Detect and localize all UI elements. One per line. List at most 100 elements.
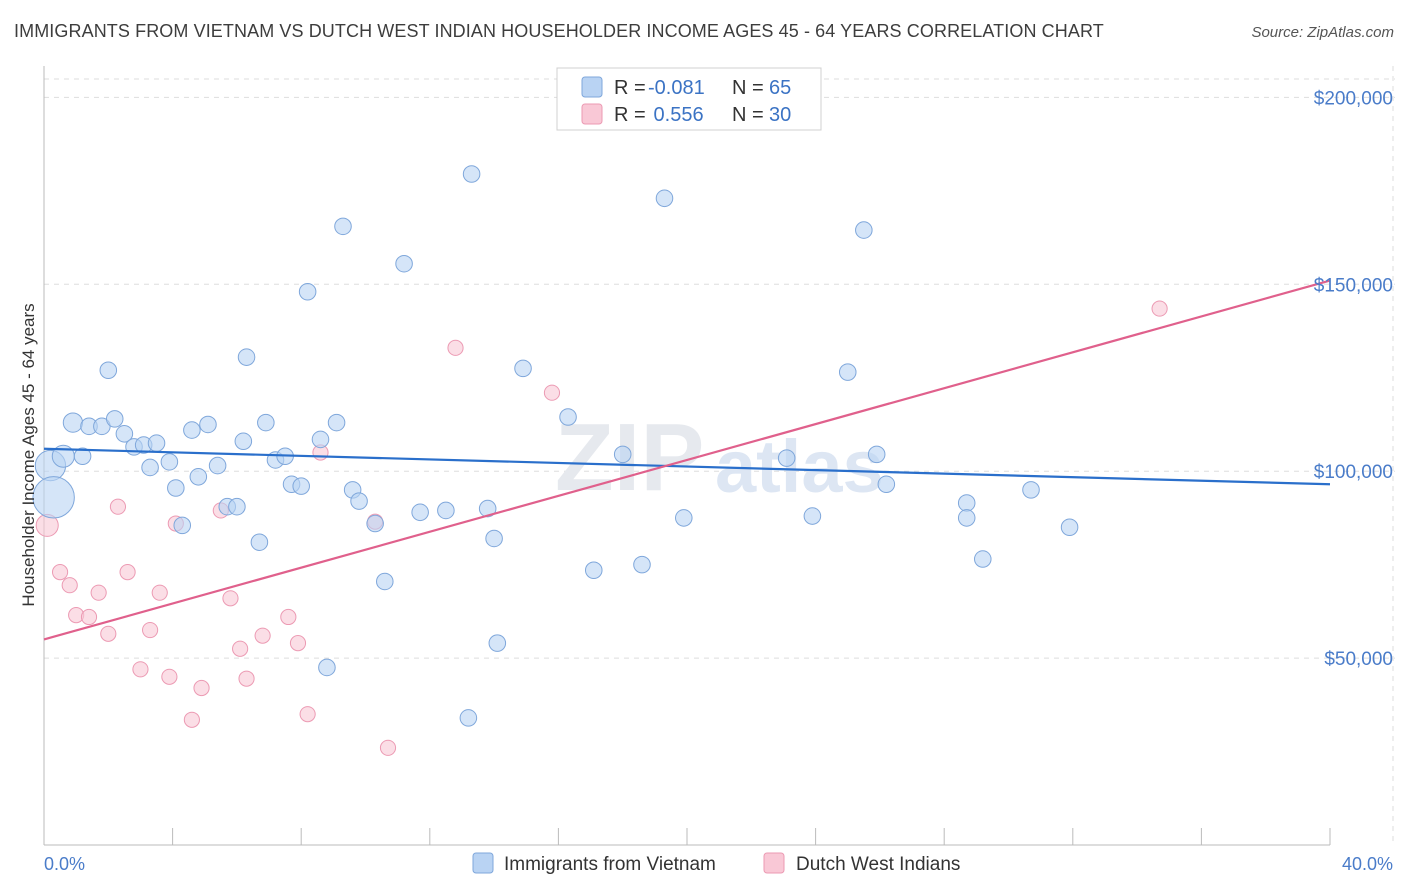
vietnam-point <box>655 189 674 208</box>
vietnam-point <box>867 445 886 464</box>
dutch-point <box>119 564 136 581</box>
vietnam-point <box>99 361 118 380</box>
dutch-point <box>299 706 316 723</box>
legend-r-label-dutch: R = <box>614 104 646 126</box>
dutch-point <box>289 635 307 652</box>
vietnam-point <box>462 165 481 183</box>
vietnam-point <box>437 501 455 520</box>
vietnam-point <box>318 658 336 677</box>
dutch-point <box>222 590 239 607</box>
vietnam-point <box>584 561 603 580</box>
vietnam-point <box>62 412 84 433</box>
vietnam-point <box>478 499 497 518</box>
y-tick-label: $50,000 <box>1324 649 1393 670</box>
vietnam-trend-line <box>43 447 1331 486</box>
vietnam-point <box>366 514 384 533</box>
vietnam-point <box>974 550 992 568</box>
legend-r-label-vietnam: R = <box>614 77 646 99</box>
vietnam-point <box>298 282 317 301</box>
vietnam-point <box>199 415 217 434</box>
dutch-point <box>254 627 271 644</box>
labels-layer: $50,000 $100,000 $150,000 $200,000 0.0% 40.0%… <box>19 88 1393 874</box>
legend-n-label-dutch: N = <box>732 104 764 126</box>
source-label: Source: ZipAtlas.com <box>1251 24 1394 41</box>
y-tick-label: $100,000 <box>1314 462 1393 483</box>
vietnam-point <box>376 572 394 591</box>
vietnam-point <box>1022 481 1040 499</box>
vietnam-point <box>160 453 179 471</box>
dutch-point <box>280 608 297 626</box>
watermark-atlas: atlas <box>715 425 884 508</box>
vietnam-point <box>777 449 796 467</box>
bottom-legend-swatch-vietnam <box>472 852 494 874</box>
x-tick-label: 0.0% <box>44 854 85 874</box>
vietnam-point <box>173 516 192 535</box>
bottom-legend: Immigrants from Vietnam Dutch West India… <box>472 852 960 875</box>
vietnam-point <box>514 359 532 378</box>
bottom-legend-swatch-dutch <box>763 852 785 874</box>
y-tick-label: $150,000 <box>1314 275 1393 296</box>
dutch-trend-line <box>43 279 1331 641</box>
vietnam-point <box>115 425 134 443</box>
vietnam-point <box>73 447 92 466</box>
points-layer <box>32 165 1168 756</box>
dutch-point <box>80 608 98 626</box>
legend-swatch-vietnam <box>581 76 603 98</box>
vietnam-point <box>559 408 577 426</box>
dutch-point <box>132 661 149 678</box>
chart-title: IMMIGRANTS FROM VIETNAM VS DUTCH WEST IN… <box>14 21 1104 41</box>
vietnam-point <box>32 476 75 519</box>
vietnam-point <box>1060 518 1079 537</box>
dutch-point <box>161 668 178 685</box>
vietnam-point <box>105 410 124 428</box>
vietnam-point <box>183 421 201 439</box>
vietnam-point <box>350 492 368 510</box>
vietnam-point <box>228 497 246 516</box>
vietnam-point <box>411 503 429 522</box>
legend-r-value-dutch: 0.556 <box>648 104 704 126</box>
dutch-point <box>193 679 210 697</box>
vietnam-point <box>803 507 822 525</box>
dutch-point <box>142 621 159 639</box>
vietnam-point <box>234 432 253 451</box>
vietnam-point <box>957 509 976 527</box>
vietnam-point <box>327 413 346 432</box>
trend-layer <box>43 279 1331 641</box>
vietnam-point <box>675 509 693 527</box>
watermark: ZIP atlas <box>555 404 884 511</box>
vietnam-point <box>485 529 503 548</box>
vietnam-point <box>957 494 976 512</box>
bottom-legend-label-vietnam: Immigrants from Vietnam <box>504 854 716 875</box>
vietnam-point <box>167 479 185 497</box>
vietnam-point <box>141 458 159 477</box>
legend-r-value-vietnam: -0.081 <box>648 77 705 99</box>
dutch-point <box>61 577 78 594</box>
vietnam-point <box>633 555 651 574</box>
vietnam-point <box>237 348 256 366</box>
y-axis-label: Householder Income Ages 45 - 64 years <box>19 303 38 606</box>
vietnam-point <box>613 445 632 464</box>
dutch-point <box>183 711 200 728</box>
vietnam-point <box>877 475 896 494</box>
vietnam-point <box>257 413 275 432</box>
vietnam-point <box>208 456 227 475</box>
vietnam-point <box>488 634 507 652</box>
dutch-point <box>543 384 561 401</box>
legend-n-value-dutch: 30 <box>769 104 791 126</box>
dutch-point <box>109 498 127 515</box>
vietnam-point <box>395 254 413 273</box>
top-legend: R = -0.081 N = 65 R = 0.556 N = 30 <box>556 67 822 131</box>
legend-n-value-vietnam: 65 <box>769 77 791 99</box>
dutch-point <box>1151 300 1168 317</box>
dutch-point <box>238 670 255 687</box>
dutch-point <box>51 564 69 581</box>
vietnam-point <box>311 430 330 449</box>
vietnam-point <box>292 477 310 495</box>
bottom-legend-label-dutch: Dutch West Indians <box>796 854 960 875</box>
vietnam-point <box>334 217 352 236</box>
vietnam-point <box>250 533 269 551</box>
legend-n-label-vietnam: N = <box>732 77 764 99</box>
vietnam-point <box>459 709 478 727</box>
dutch-point <box>447 339 464 356</box>
